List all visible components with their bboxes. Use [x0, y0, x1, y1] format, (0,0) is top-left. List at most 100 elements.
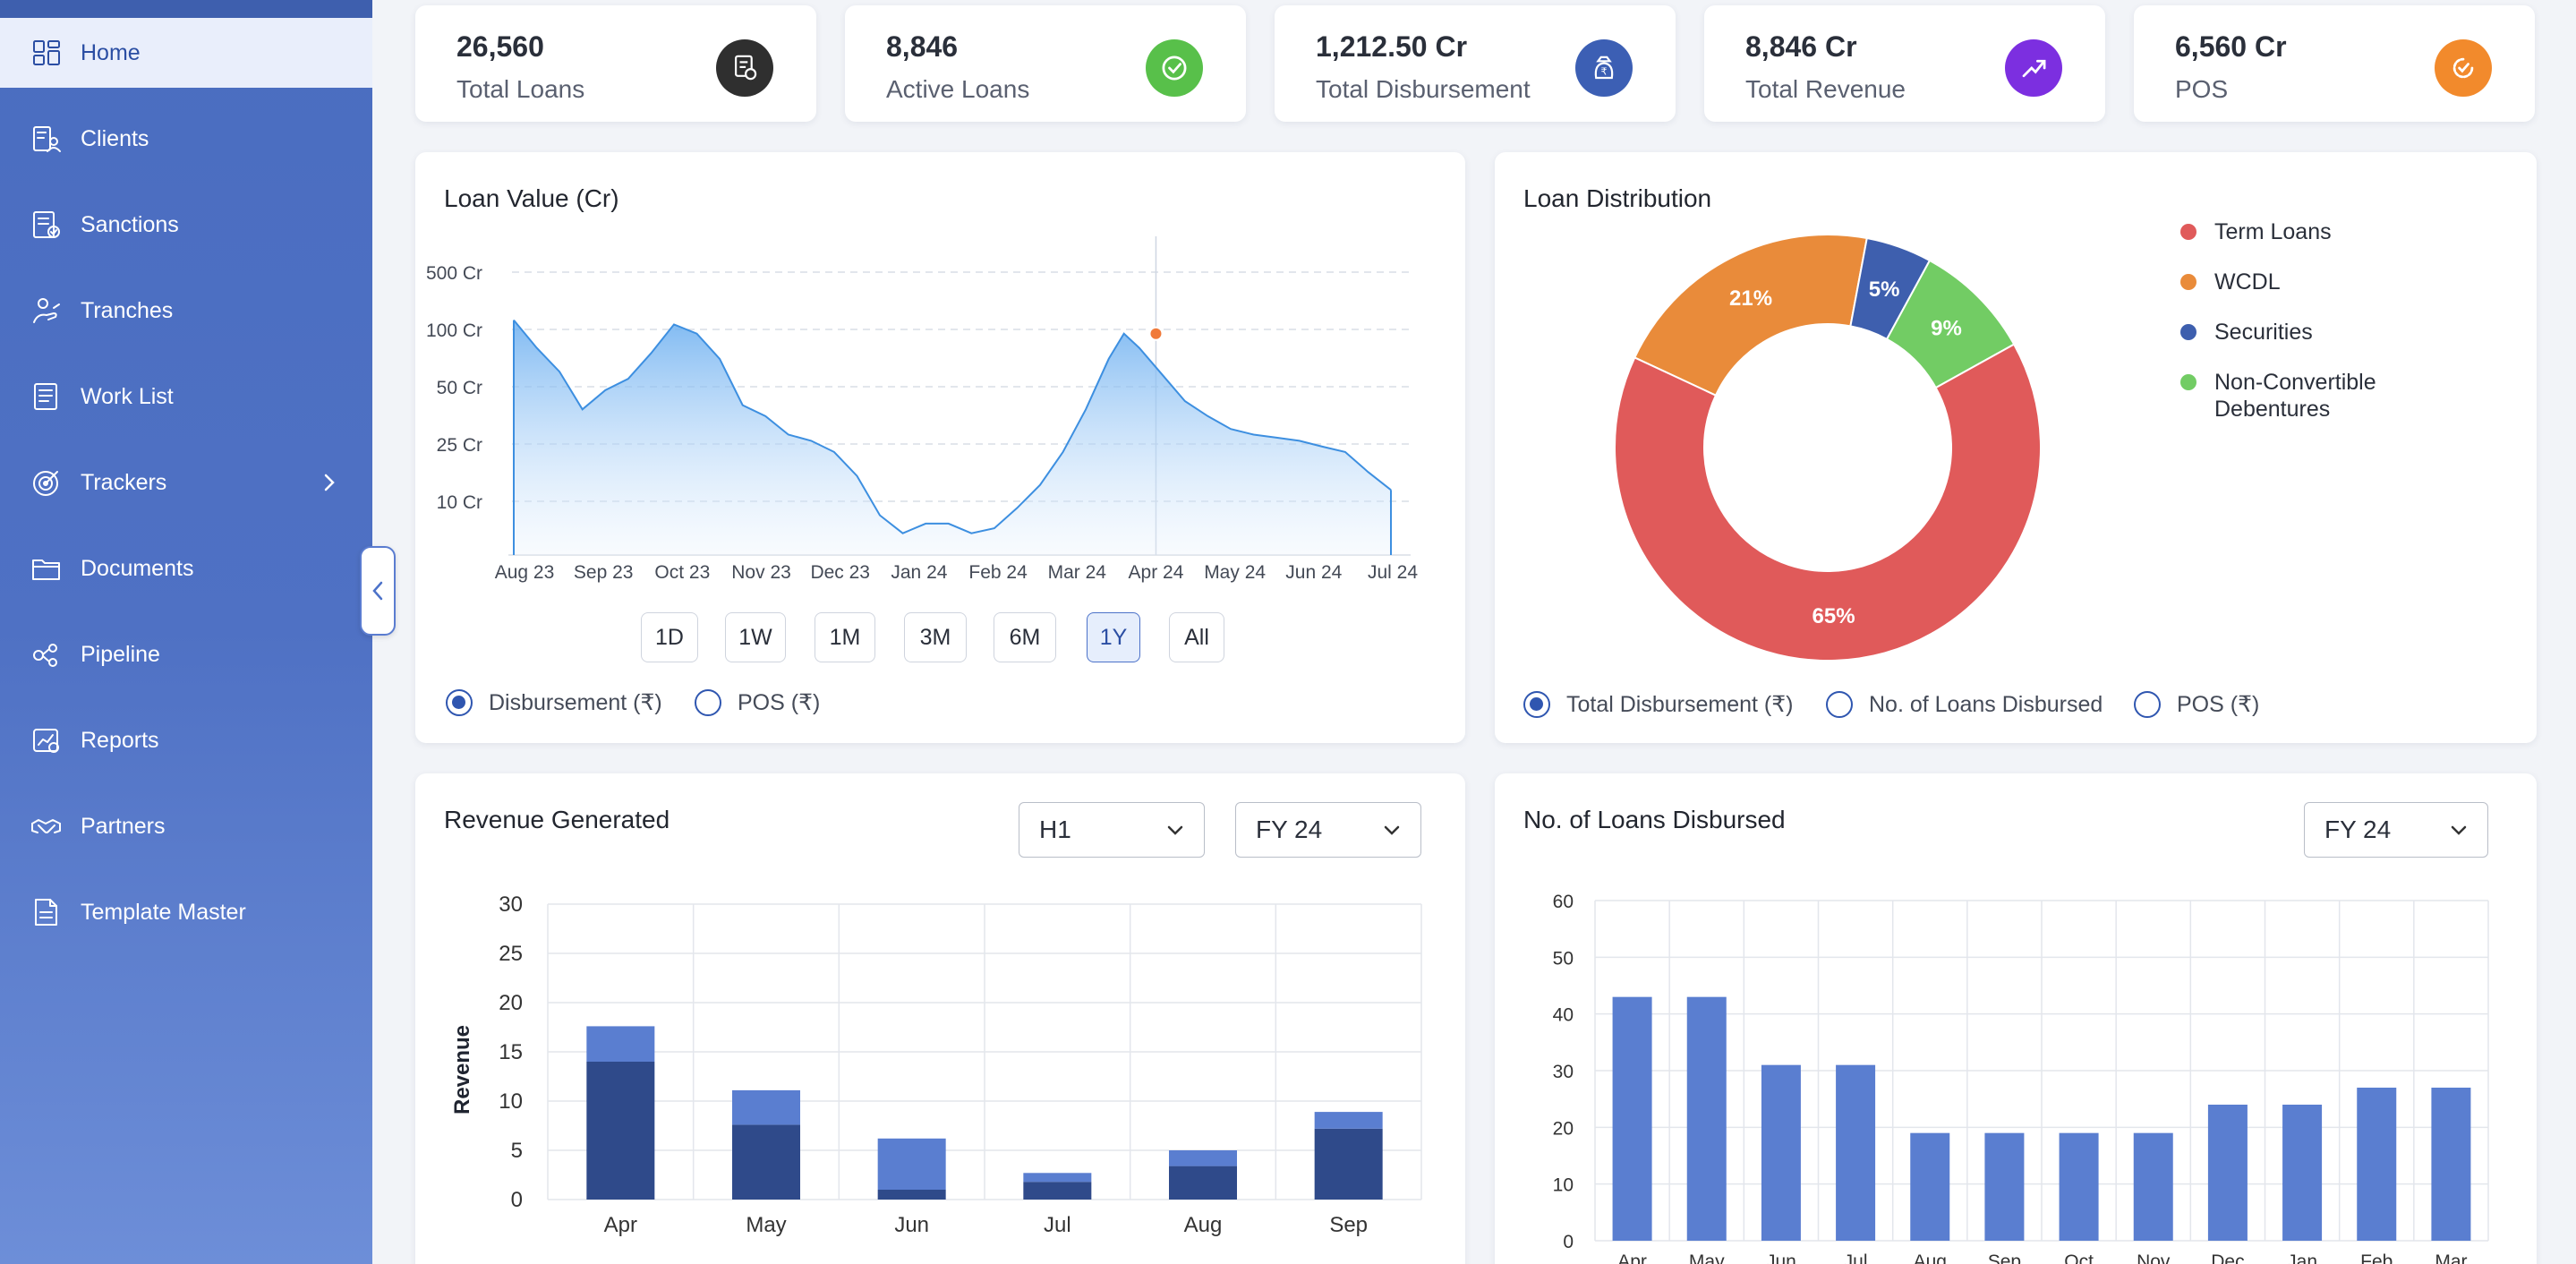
legend-item-securities[interactable]: Securities: [2180, 319, 2413, 346]
sidebar-item-trackers[interactable]: Trackers: [0, 448, 372, 517]
sidebar-item-label: Trackers: [81, 469, 167, 495]
sidebar-item-documents[interactable]: Documents: [0, 534, 372, 603]
loans-bar-oct[interactable]: [2059, 1132, 2099, 1241]
legend-dot: [2180, 324, 2196, 340]
range-button-1m[interactable]: 1M: [815, 612, 875, 662]
radio-loans-disbursed[interactable]: [1826, 691, 1853, 718]
sidebar-item-work-list[interactable]: Work List: [0, 362, 372, 431]
radio-total-disbursement[interactable]: [1523, 691, 1550, 718]
revenue-bar-jun-0[interactable]: [877, 1190, 946, 1200]
sidebar-item-label: Pipeline: [81, 641, 160, 667]
stat-card-total-revenue[interactable]: 8,846 Cr Total Revenue: [1704, 5, 2105, 122]
sidebar-item-label: Reports: [81, 727, 159, 753]
stat-value: 8,846: [886, 30, 959, 63]
sidebar-item-label: Work List: [81, 383, 174, 409]
revenue-fy-select[interactable]: FY 24: [1235, 802, 1421, 858]
revenue-bar-may-1[interactable]: [732, 1089, 800, 1125]
sidebar-item-home[interactable]: Home: [0, 18, 372, 88]
stat-value: 8,846 Cr: [1745, 30, 1857, 63]
revenue-bar-may-0[interactable]: [732, 1124, 800, 1200]
sidebar-item-label: Documents: [81, 555, 194, 581]
stat-card-active-loans[interactable]: 8,846 Active Loans: [845, 5, 1246, 122]
option-disbursement-label: Disbursement (₹): [489, 690, 662, 715]
range-button-3m[interactable]: 3M: [904, 612, 967, 662]
revenue-bar-jul-1[interactable]: [1023, 1173, 1092, 1183]
x-tick-label: Dec: [2211, 1251, 2244, 1264]
stat-value: 1,212.50 Cr: [1316, 30, 1468, 63]
legend-item-wcdl[interactable]: WCDL: [2180, 269, 2413, 295]
highlight-point[interactable]: [1148, 326, 1164, 341]
revenue-title: Revenue Generated: [444, 806, 670, 833]
loans-bar-aug[interactable]: [1910, 1132, 1950, 1241]
loans-bar-jun[interactable]: [1761, 1064, 1801, 1241]
revenue-bar-aug-0[interactable]: [1169, 1166, 1237, 1200]
donut-slice-term-loans[interactable]: [1614, 343, 2042, 661]
option-disbursement[interactable]: Disbursement (₹): [446, 689, 662, 716]
sidebar-item-partners[interactable]: Partners: [0, 791, 372, 861]
option-dist-pos[interactable]: POS (₹): [2134, 691, 2259, 718]
loans-bar-sep[interactable]: [1984, 1132, 2025, 1241]
loans-fy-select[interactable]: FY 24: [2304, 802, 2488, 858]
period-select[interactable]: H1: [1019, 802, 1205, 858]
x-tick-label: Oct: [2064, 1251, 2094, 1264]
loans-disbursed-title: No. of Loans Disbursed: [1523, 806, 1786, 833]
loans-bar-jul[interactable]: [1836, 1064, 1876, 1241]
sidebar-item-template-master[interactable]: Template Master: [0, 877, 372, 947]
stat-value: 6,560 Cr: [2175, 30, 2287, 63]
radio-pos[interactable]: [695, 689, 721, 716]
range-button-1y[interactable]: 1Y: [1087, 612, 1140, 662]
radio-dist-pos[interactable]: [2134, 691, 2161, 718]
x-tick-label: Oct 23: [654, 562, 710, 583]
sidebar-item-tranches[interactable]: Tranches: [0, 276, 372, 346]
loans-bar-nov[interactable]: [2133, 1132, 2173, 1241]
loans-bar-feb[interactable]: [2357, 1088, 2397, 1241]
range-button-1d[interactable]: 1D: [641, 612, 698, 662]
trackers-icon: [30, 467, 63, 498]
stat-card-pos[interactable]: 6,560 Cr POS: [2134, 5, 2535, 122]
sidebar-item-reports[interactable]: Reports: [0, 705, 372, 775]
clock-check-icon: [2435, 39, 2492, 97]
legend-item-term-loans[interactable]: Term Loans: [2180, 218, 2413, 245]
sidebar-item-pipeline[interactable]: Pipeline: [0, 619, 372, 689]
option-loans-disbursed[interactable]: No. of Loans Disbursed: [1826, 691, 2103, 718]
revenue-bar-jul-0[interactable]: [1023, 1182, 1092, 1200]
sidebar-item-label: Tranches: [81, 297, 174, 323]
radio-disbursement[interactable]: [446, 689, 473, 716]
option-total-disbursement[interactable]: Total Disbursement (₹): [1523, 691, 1793, 718]
collapse-sidebar-button[interactable]: [360, 546, 396, 636]
legend-item-non-convertible-debentures[interactable]: Non-Convertible Debentures: [2180, 369, 2413, 423]
dashboard-icon: [30, 38, 63, 68]
loans-bar-jan[interactable]: [2282, 1105, 2323, 1241]
loans-bar-dec[interactable]: [2207, 1105, 2248, 1241]
stat-card-total-loans[interactable]: 26,560 Total Loans: [415, 5, 816, 122]
legend-label: Term Loans: [2214, 219, 2332, 244]
range-button-all[interactable]: All: [1169, 612, 1224, 662]
sidebar-item-sanctions[interactable]: Sanctions: [0, 190, 372, 260]
sidebar-topbar: [0, 0, 372, 18]
stat-card-total-disbursement[interactable]: 1,212.50 Cr Total Disbursement ₹: [1275, 5, 1676, 122]
sidebar-item-clients[interactable]: Clients: [0, 104, 372, 174]
revenue-bar-sep-0[interactable]: [1314, 1128, 1383, 1200]
revenue-bar-apr-1[interactable]: [586, 1026, 655, 1062]
revenue-bar-apr-0[interactable]: [586, 1062, 655, 1200]
x-tick-label: Aug 23: [495, 562, 555, 583]
option-pos[interactable]: POS (₹): [695, 689, 820, 716]
x-tick-label: Jun: [1766, 1251, 1796, 1264]
donut-slice-wcdl[interactable]: [1633, 235, 1868, 397]
y-tick-label: 25 Cr: [437, 435, 482, 456]
range-button-1w[interactable]: 1W: [725, 612, 786, 662]
legend-dot: [2180, 374, 2196, 390]
y-tick-label: 0: [1563, 1232, 1574, 1252]
loans-bar-may[interactable]: [1686, 996, 1727, 1241]
revenue-bar-jun-1[interactable]: [877, 1138, 946, 1190]
sidebar-item-label: Template Master: [81, 899, 246, 925]
revenue-bar-sep-1[interactable]: [1314, 1112, 1383, 1129]
trend-up-icon: [2005, 39, 2062, 97]
x-tick-label: Sep: [1329, 1213, 1368, 1237]
revenue-bar-aug-1[interactable]: [1169, 1150, 1237, 1166]
loans-bar-mar[interactable]: [2431, 1088, 2471, 1241]
loans-bar-apr[interactable]: [1612, 996, 1652, 1241]
sidebar: Home Clients Sanctions Tranches Work List Tra…: [0, 0, 372, 1264]
sidebar-item-label: Home: [81, 39, 141, 65]
range-button-6m[interactable]: 6M: [994, 612, 1056, 662]
